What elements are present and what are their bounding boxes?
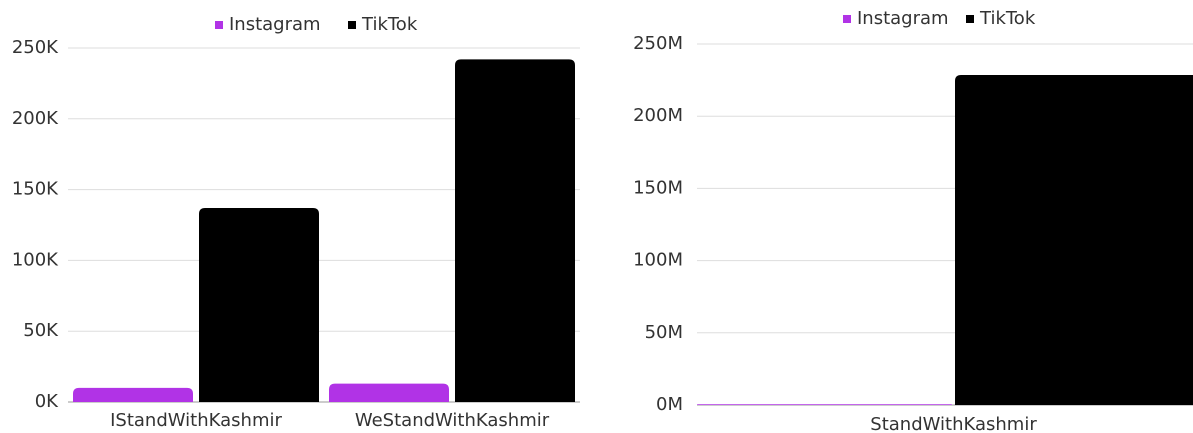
legend-label: Instagram (229, 14, 321, 35)
y-tick-label: 250M (633, 33, 683, 54)
bar (955, 75, 1193, 405)
bar (697, 404, 952, 405)
y-tick-label: 200K (12, 108, 59, 129)
legend-swatch (966, 15, 974, 23)
y-tick-label: 0K (35, 391, 59, 412)
x-tick-label: StandWithKashmir (870, 414, 1037, 433)
y-tick-label: 0M (656, 394, 683, 415)
y-tick-label: 150K (12, 179, 59, 200)
legend-swatch (843, 15, 851, 23)
y-tick-label: 100K (12, 249, 59, 270)
chart (68, 47, 580, 403)
legend-label: TikTok (361, 14, 418, 35)
y-tick-label: 200M (633, 105, 683, 126)
legend-swatch (348, 21, 356, 29)
bar (455, 59, 575, 402)
bar (329, 383, 449, 402)
legend-label: TikTok (979, 8, 1036, 29)
y-tick-label: 150M (633, 177, 683, 198)
y-tick-label: 50K (23, 320, 59, 341)
legend-swatch (215, 21, 223, 29)
x-tick-label: WeStandWithKashmir (355, 410, 550, 431)
x-tick-label: IStandWithKashmir (110, 410, 282, 431)
y-tick-label: 100M (633, 250, 683, 271)
y-tick-label: 250K (12, 37, 59, 58)
chart (697, 43, 1193, 406)
legend-label: Instagram (857, 8, 949, 29)
y-tick-label: 50M (645, 322, 683, 343)
bar (73, 387, 193, 402)
bar (199, 208, 319, 402)
